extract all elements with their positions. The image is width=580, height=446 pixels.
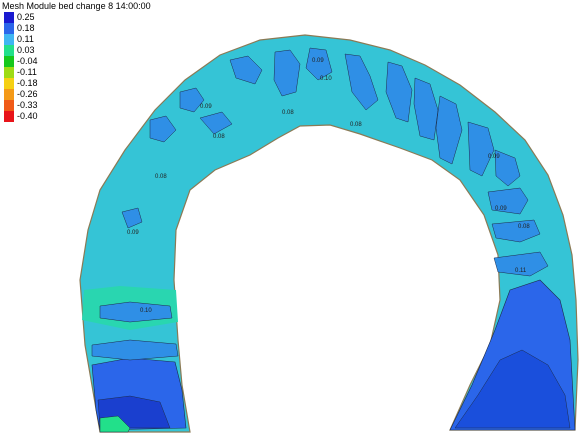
legend-row: 0.25	[4, 12, 38, 23]
contour-label: 0.08	[213, 134, 225, 140]
legend-swatch	[4, 78, 14, 89]
legend-row: -0.33	[4, 100, 38, 111]
contour-label: 0.09	[495, 206, 507, 212]
legend-label: 0.11	[17, 34, 34, 44]
legend-row: -0.26	[4, 89, 38, 100]
legend-swatch	[4, 45, 14, 56]
legend-row: 0.11	[4, 34, 38, 45]
legend-label: -0.11	[17, 67, 37, 77]
contour-label: 0.08	[155, 174, 167, 180]
legend-row: -0.18	[4, 78, 38, 89]
legend-label: -0.40	[17, 111, 38, 121]
legend-swatch	[4, 23, 14, 34]
erosion-patch-left	[99, 415, 131, 433]
contour-label: 0.11	[515, 268, 527, 274]
legend-swatch	[4, 100, 14, 111]
contour-label: 0.10	[320, 76, 332, 82]
contour-label: 0.08	[518, 224, 530, 230]
contour-label: 0.09	[488, 154, 500, 160]
legend-label: 0.18	[17, 23, 35, 33]
legend-title: Mesh Module bed change 8 14:00:00	[2, 1, 151, 11]
deposition-core-right	[454, 349, 571, 429]
legend-swatch	[4, 67, 14, 78]
legend-label: -0.04	[17, 56, 38, 66]
legend-swatch	[4, 56, 14, 67]
legend-label: 0.25	[17, 12, 35, 22]
legend-swatch	[4, 89, 14, 100]
legend-row: -0.04	[4, 56, 38, 67]
legend-row: 0.18	[4, 23, 38, 34]
legend-label: -0.33	[17, 100, 38, 110]
contour-label: 0.10	[140, 308, 152, 314]
legend-row: -0.11	[4, 67, 38, 78]
legend-swatch	[4, 12, 14, 23]
legend-label: -0.26	[17, 89, 38, 99]
contour-label: 0.09	[127, 230, 139, 236]
contour-label: 0.08	[350, 122, 362, 128]
legend-label: 0.03	[17, 45, 35, 55]
legend-row: 0.03	[4, 45, 38, 56]
contour-label: 0.08	[282, 110, 294, 116]
contour-labels: 0.09 0.09 0.08 0.08 0.08 0.08 0.09 0.09 0.09 0.08…	[127, 58, 530, 314]
color-legend: 0.25 0.18 0.11 0.03 -0.04 -0.11 -0.18 -0.26 -0.3…	[4, 12, 38, 122]
legend-swatch	[4, 111, 14, 122]
contour-label: 0.09	[200, 104, 212, 110]
sand-bar-patches	[91, 47, 549, 361]
contour-label: 0.09	[312, 58, 324, 64]
legend-swatch	[4, 34, 14, 45]
legend-row: -0.40	[4, 111, 38, 122]
legend-label: -0.18	[17, 78, 38, 88]
